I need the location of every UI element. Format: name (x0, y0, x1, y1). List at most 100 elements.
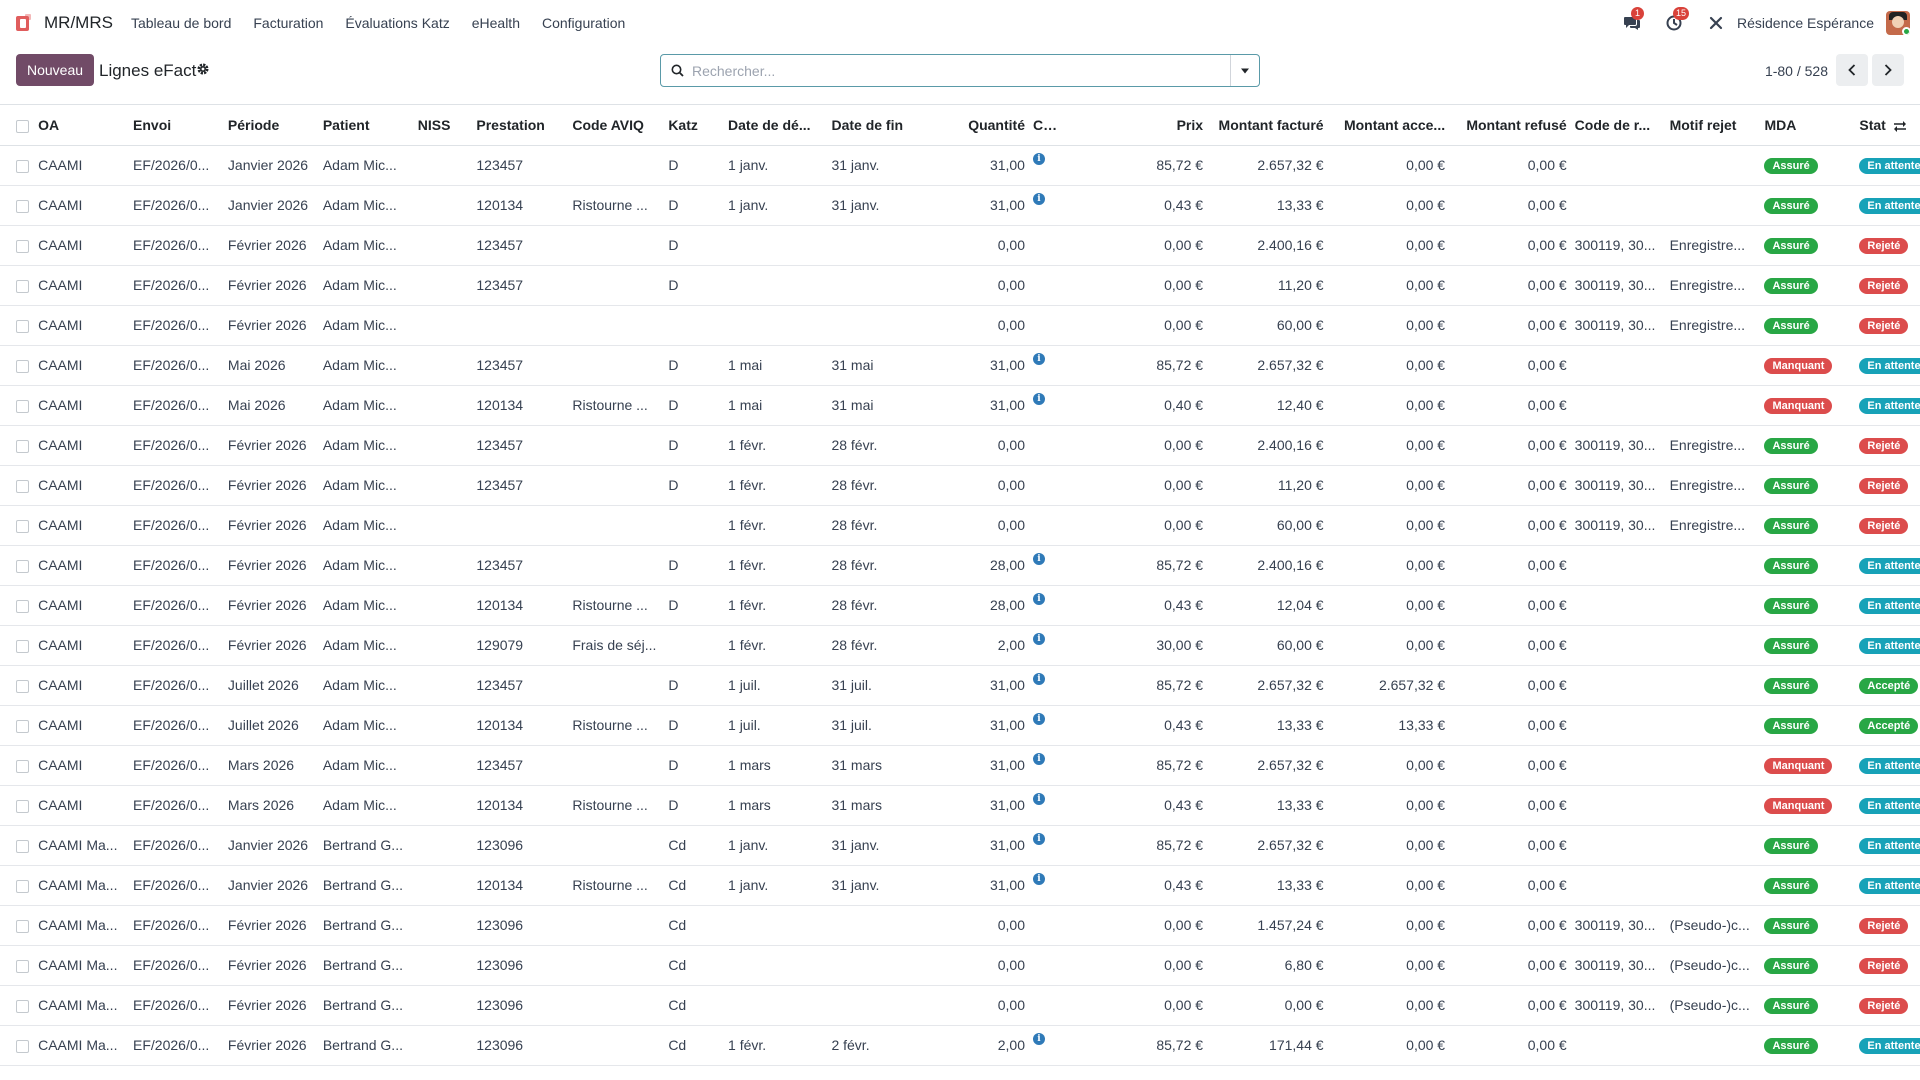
row-select-cell[interactable] (0, 625, 35, 666)
table-row[interactable]: CAAMI EF/2026/0... Juillet 2026 Adam Mic...… (0, 665, 1920, 706)
row-checkbox[interactable] (16, 719, 29, 733)
info-icon[interactable]: i (1032, 353, 1045, 365)
optional-columns-icon[interactable] (1893, 120, 1906, 132)
app-brand[interactable]: MR/MRS (16, 13, 131, 33)
pager-next-button[interactable] (1872, 54, 1904, 86)
select-all-cell[interactable] (0, 105, 35, 146)
table-row[interactable]: CAAMI EF/2026/0... Février 2026 Adam Mic...… (0, 425, 1920, 466)
row-select-cell[interactable] (0, 145, 35, 186)
table-row[interactable]: CAAMI EF/2026/0... Février 2026 Adam Mic...… (0, 225, 1920, 266)
row-select-cell[interactable] (0, 545, 35, 586)
col-date-debut[interactable]: Date de dé... (724, 105, 828, 146)
info-icon[interactable]: i (1032, 873, 1045, 885)
search-options-toggle[interactable] (1230, 55, 1259, 86)
row-select-cell[interactable] (0, 305, 35, 346)
col-date-fin[interactable]: Date de fin (827, 105, 918, 146)
search-input[interactable] (692, 62, 1230, 79)
row-checkbox[interactable] (16, 959, 29, 973)
row-checkbox[interactable] (16, 359, 29, 373)
col-quantite[interactable]: Quantité (917, 105, 1029, 146)
row-checkbox[interactable] (16, 239, 29, 253)
row-checkbox[interactable] (16, 799, 29, 813)
table-row[interactable]: CAAMI EF/2026/0... Février 2026 Adam Mic...… (0, 585, 1920, 626)
table-row[interactable]: CAAMI EF/2026/0... Janvier 2026 Adam Mic...… (0, 145, 1920, 186)
col-montant-accepte[interactable]: Montant acce... (1327, 105, 1450, 146)
row-checkbox[interactable] (16, 519, 29, 533)
new-button[interactable]: Nouveau (16, 54, 95, 86)
table-row[interactable]: CAAMI EF/2026/0... Mars 2026 Adam Mic... 123… (0, 745, 1920, 786)
col-code-rejet[interactable]: Code de r... (1570, 105, 1666, 146)
table-row[interactable]: CAAMI Ma... EF/2026/0... Février 2026 Bertr… (0, 945, 1920, 986)
row-select-cell[interactable] (0, 585, 35, 626)
table-row[interactable]: CAAMI EF/2026/0... Février 2026 Adam Mic...… (0, 545, 1920, 586)
menu-configuration[interactable]: Configuration (541, 15, 626, 31)
info-icon[interactable]: i (1032, 553, 1045, 565)
user-avatar[interactable] (1886, 11, 1910, 35)
row-select-cell[interactable] (0, 505, 35, 546)
row-select-cell[interactable] (0, 945, 35, 986)
info-icon[interactable]: i (1032, 393, 1045, 405)
row-select-cell[interactable] (0, 385, 35, 426)
row-checkbox[interactable] (16, 839, 29, 853)
row-checkbox[interactable] (16, 879, 29, 893)
table-row[interactable]: CAAMI Ma... EF/2026/0... Janvier 2026 Bertr… (0, 865, 1920, 906)
col-envoi[interactable]: Envoi (129, 105, 224, 146)
row-select-cell[interactable] (0, 1025, 35, 1066)
col-prix[interactable]: Prix (1065, 105, 1208, 146)
col-statut[interactable]: Stat (1855, 105, 1920, 146)
col-prestation[interactable]: Prestation (472, 105, 569, 146)
info-icon[interactable]: i (1032, 153, 1045, 165)
row-select-cell[interactable] (0, 785, 35, 826)
col-montant-facture[interactable]: Montant facturé (1207, 105, 1328, 146)
table-row[interactable]: CAAMI EF/2026/0... Février 2026 Adam Mic...… (0, 305, 1920, 346)
info-icon[interactable]: i (1032, 633, 1045, 645)
info-icon[interactable]: i (1032, 193, 1045, 205)
col-periode[interactable]: Période (223, 105, 319, 146)
row-select-cell[interactable] (0, 825, 35, 866)
company-switcher[interactable]: Résidence Espérance (1737, 15, 1874, 31)
row-checkbox[interactable] (16, 319, 29, 333)
activities-button[interactable]: 15 (1663, 7, 1690, 34)
info-icon[interactable]: i (1032, 1033, 1045, 1045)
row-checkbox[interactable] (16, 679, 29, 693)
row-select-cell[interactable] (0, 185, 35, 226)
info-icon[interactable]: i (1032, 673, 1045, 685)
col-code-aviq[interactable]: Code AVIQ (568, 105, 665, 146)
table-row[interactable]: CAAMI EF/2026/0... Février 2026 Adam Mic...… (0, 465, 1920, 506)
row-checkbox[interactable] (16, 159, 29, 173)
col-montant-refuse[interactable]: Montant refusé (1449, 105, 1571, 146)
info-icon[interactable]: i (1032, 753, 1045, 765)
menu-ehealth[interactable]: eHealth (471, 15, 520, 31)
row-checkbox[interactable] (16, 279, 29, 293)
messages-button[interactable]: 1 (1621, 7, 1645, 34)
row-select-cell[interactable] (0, 465, 35, 506)
col-mda[interactable]: MDA (1760, 105, 1856, 146)
col-motif-rejet[interactable]: Motif rejet (1665, 105, 1761, 146)
row-select-cell[interactable] (0, 225, 35, 266)
row-checkbox[interactable] (16, 759, 29, 773)
table-row[interactable]: CAAMI Ma... EF/2026/0... Janvier 2026 Bertr… (0, 825, 1920, 866)
table-row[interactable]: CAAMI EF/2026/0... Février 2026 Adam Mic...… (0, 505, 1920, 546)
gear-icon[interactable] (196, 62, 210, 76)
menu-evaluations-katz[interactable]: Évaluations Katz (345, 15, 450, 31)
table-row[interactable]: CAAMI EF/2026/0... Février 2026 Adam Mic...… (0, 625, 1920, 666)
col-katz[interactable]: Katz (664, 105, 725, 146)
row-select-cell[interactable] (0, 705, 35, 746)
table-row[interactable]: CAAMI EF/2026/0... Février 2026 Adam Mic...… (0, 265, 1920, 306)
table-row[interactable]: CAAMI Ma... EF/2026/0... Février 2026 Bertr… (0, 905, 1920, 946)
row-checkbox[interactable] (16, 399, 29, 413)
col-patient[interactable]: Patient (318, 105, 414, 146)
row-select-cell[interactable] (0, 865, 35, 906)
row-select-cell[interactable] (0, 265, 35, 306)
row-checkbox[interactable] (16, 199, 29, 213)
info-icon[interactable]: i (1032, 793, 1045, 805)
row-checkbox[interactable] (16, 639, 29, 653)
col-oa[interactable]: OA (34, 105, 130, 146)
table-row[interactable]: CAAMI EF/2026/0... Mai 2026 Adam Mic... 1234… (0, 345, 1920, 386)
row-select-cell[interactable] (0, 665, 35, 706)
menu-facturation[interactable]: Facturation (253, 15, 324, 31)
row-checkbox[interactable] (16, 439, 29, 453)
row-select-cell[interactable] (0, 905, 35, 946)
row-select-cell[interactable] (0, 345, 35, 386)
row-select-cell[interactable] (0, 425, 35, 466)
